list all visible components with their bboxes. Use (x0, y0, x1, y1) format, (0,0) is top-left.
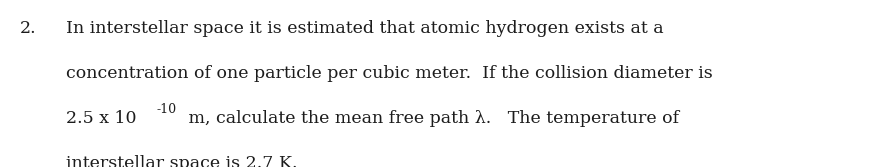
Text: -10: -10 (156, 103, 176, 116)
Text: 2.5 x 10: 2.5 x 10 (66, 110, 136, 127)
Text: interstellar space is 2.7 K.: interstellar space is 2.7 K. (66, 155, 297, 167)
Text: concentration of one particle per cubic meter.  If the collision diameter is: concentration of one particle per cubic … (66, 65, 712, 82)
Text: 2.: 2. (19, 20, 36, 37)
Text: In interstellar space it is estimated that atomic hydrogen exists at a: In interstellar space it is estimated th… (66, 20, 663, 37)
Text: m, calculate the mean free path λ.   The temperature of: m, calculate the mean free path λ. The t… (183, 110, 678, 127)
